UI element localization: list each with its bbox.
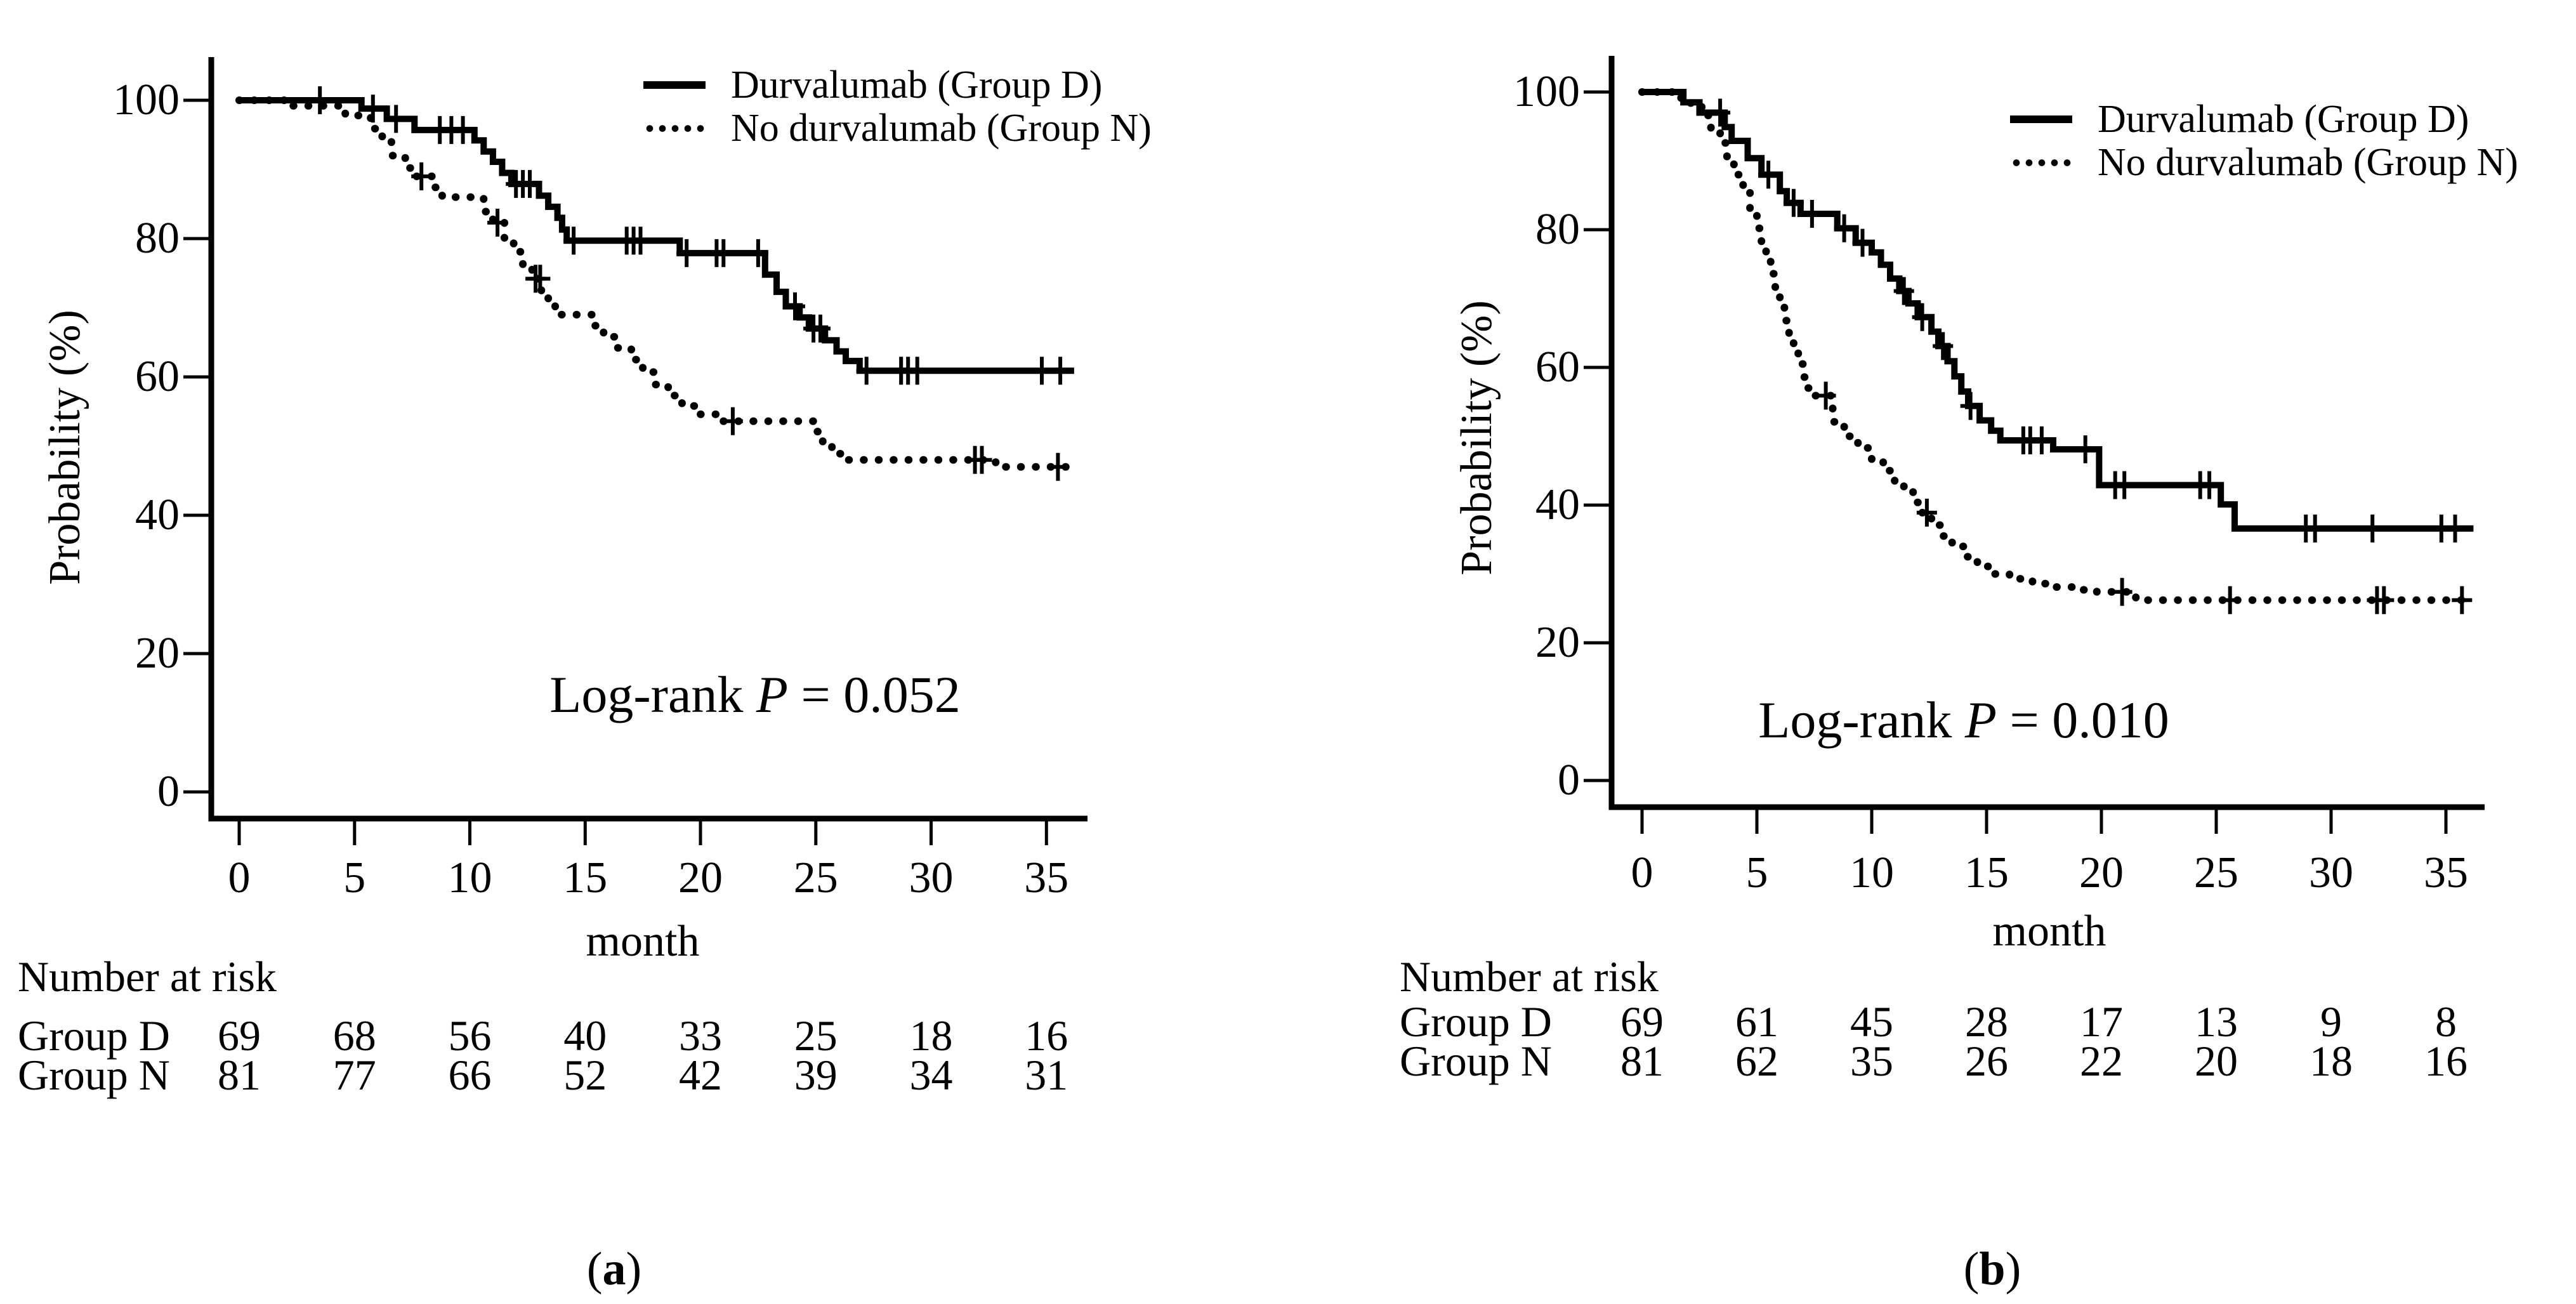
axes <box>208 57 1088 822</box>
survival-curve-group-d <box>1642 89 2474 532</box>
survival-curve-group-d <box>239 97 1074 374</box>
survival-curve-group-n <box>235 96 1078 471</box>
axes <box>1608 56 2485 810</box>
survival-curve-group-n <box>1638 88 2478 604</box>
